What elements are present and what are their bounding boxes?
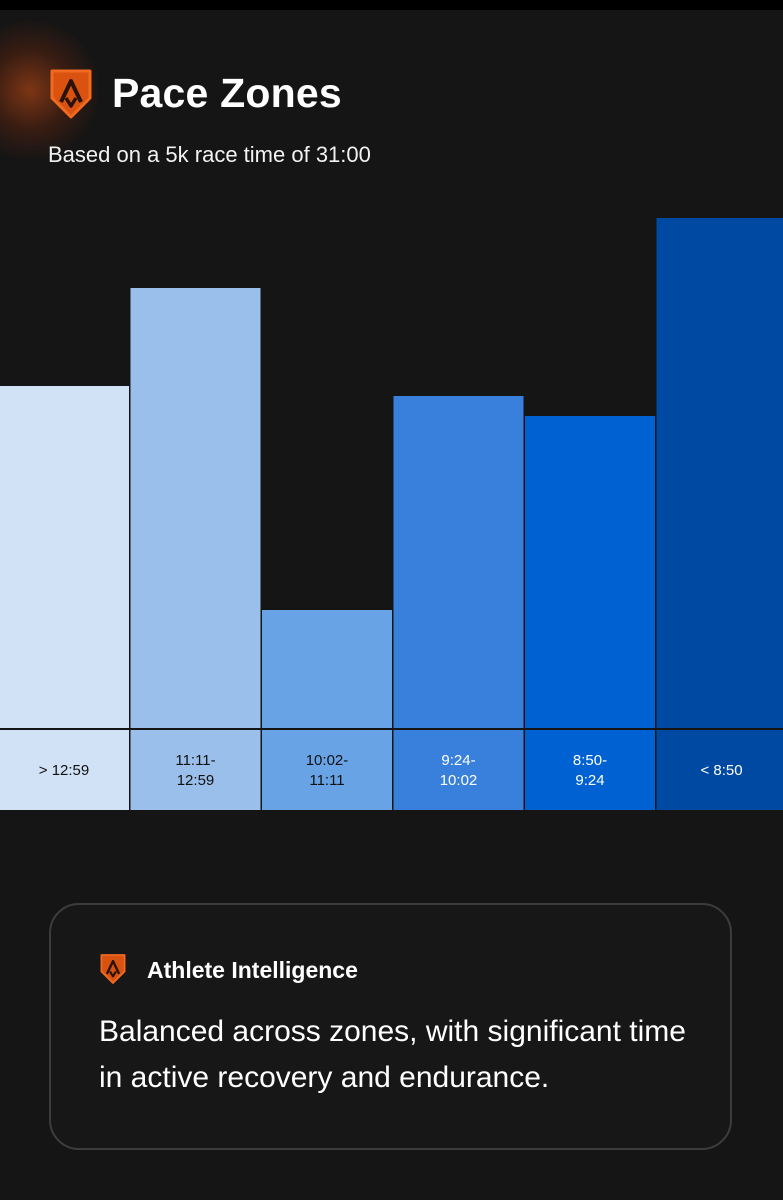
- pace-zones-chart-svg: > 12:59 11:11-12:59 10:02-11:11 9:24-10:02 8…: [0, 218, 783, 810]
- zone-bar[interactable]: [0, 386, 129, 728]
- card-title: Athlete Intelligence: [147, 957, 358, 983]
- zone-label-cell[interactable]: [130, 730, 261, 810]
- pace-zones-chart: > 12:59 11:11-12:59 10:02-11:11 9:24-10:02 8…: [0, 10, 783, 820]
- zone-label-cell[interactable]: [393, 730, 524, 810]
- page-subtitle: Based on a 5k race time of 31:00: [48, 142, 371, 167]
- zone-bar[interactable]: [656, 218, 783, 728]
- zone-tick-label: 10:02-11:11: [306, 752, 349, 789]
- athlete-intelligence-card[interactable]: Athlete Intelligence Balanced across zon…: [49, 903, 732, 1150]
- zone-tick-label: 8:50-9:24: [573, 752, 607, 789]
- zone-label-cell[interactable]: [656, 730, 783, 810]
- zone-bar[interactable]: [525, 416, 655, 728]
- zone-label-cell[interactable]: [0, 730, 129, 810]
- zone-bar[interactable]: [262, 610, 392, 728]
- zone-label-cell[interactable]: [262, 730, 392, 810]
- zone-bar[interactable]: [130, 288, 261, 728]
- zone-label-cell[interactable]: [525, 730, 655, 810]
- strava-shield-icon: [100, 954, 126, 984]
- zone-bar[interactable]: [393, 396, 524, 728]
- pace-zones-screen: Pace Zones Based on a 5k race time of 31…: [0, 10, 783, 1200]
- strava-shield-icon: [50, 69, 92, 119]
- page-title: Pace Zones: [112, 70, 342, 116]
- card-body: Balanced across zones, with significant …: [99, 1015, 686, 1094]
- zone-tick-label: > 12:59: [39, 762, 89, 779]
- zone-tick-label: 9:24-10:02: [440, 752, 478, 789]
- zone-tick-label: < 8:50: [700, 762, 742, 779]
- zone-tick-label: 11:11-12:59: [175, 752, 215, 789]
